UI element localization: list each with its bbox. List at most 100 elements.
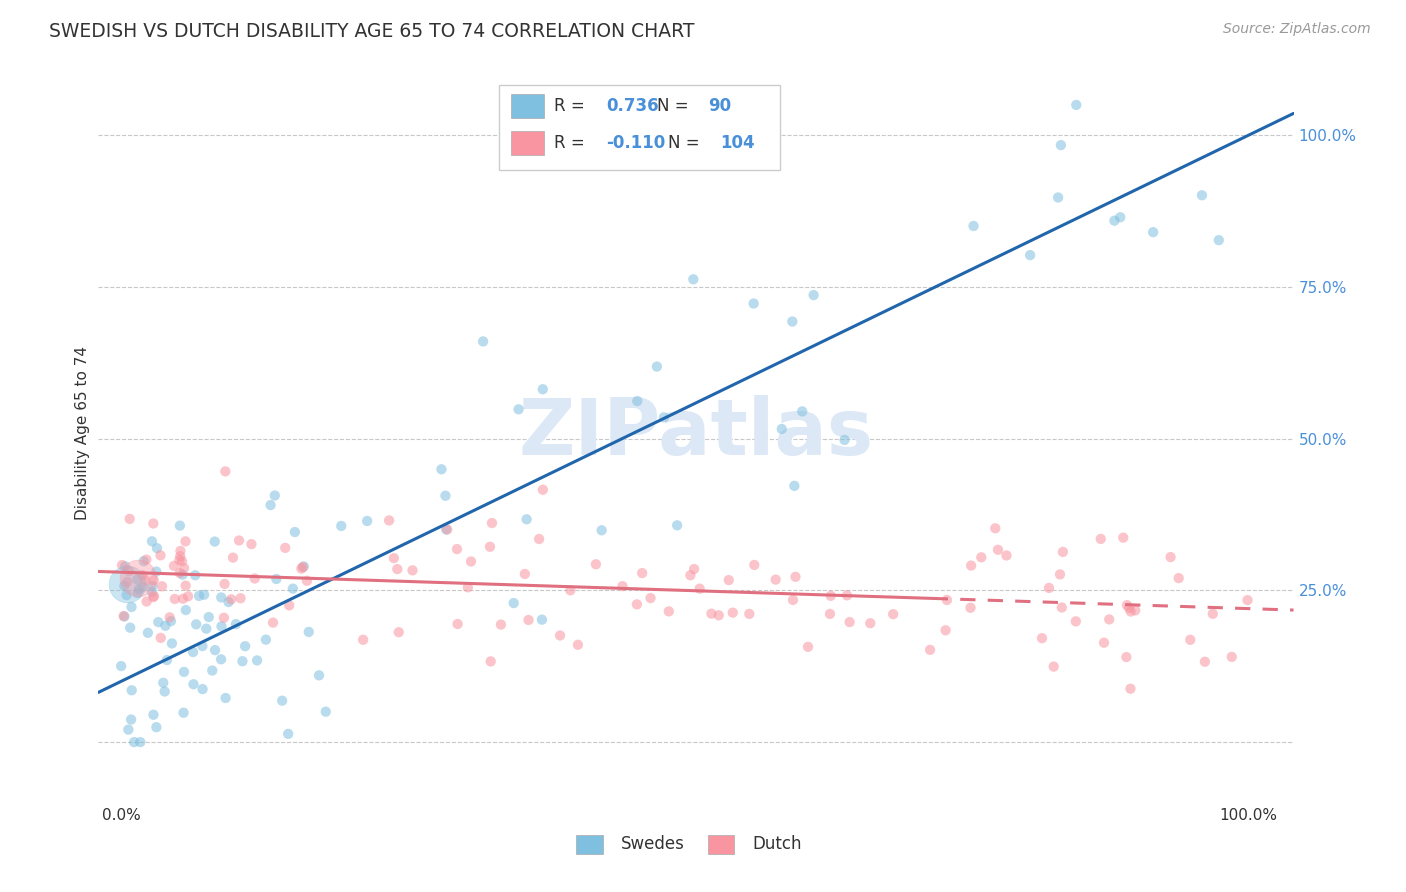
Point [508, 402, 530, 417]
Text: R =: R = [554, 134, 589, 153]
Text: Dutch: Dutch [752, 835, 801, 853]
Point [446, 542, 468, 557]
Point [193, 588, 215, 602]
Point [174, 534, 197, 549]
Point [513, 566, 536, 581]
Point [233, 639, 256, 653]
Point [214, 691, 236, 706]
Point [211, 619, 233, 633]
Point [214, 464, 236, 478]
Point [172, 567, 194, 582]
Y-axis label: Disability Age 65 to 74: Disability Age 65 to 74 [75, 345, 90, 520]
Point [308, 668, 330, 682]
Point [531, 382, 554, 396]
Point [1019, 248, 1042, 262]
Point [127, 586, 149, 600]
Point [159, 610, 181, 624]
Text: N =: N = [657, 97, 693, 115]
Point [1092, 636, 1115, 650]
Text: 104: 104 [720, 134, 755, 153]
Point [183, 677, 205, 691]
Point [489, 617, 512, 632]
Point [700, 607, 723, 621]
Point [382, 551, 405, 566]
FancyBboxPatch shape [510, 95, 544, 118]
Point [148, 615, 170, 629]
Point [820, 589, 842, 603]
Point [1194, 655, 1216, 669]
Point [173, 561, 195, 575]
Point [169, 566, 191, 580]
Point [430, 462, 453, 476]
FancyBboxPatch shape [709, 836, 734, 854]
Point [585, 558, 607, 572]
Point [169, 518, 191, 533]
Point [401, 563, 423, 577]
Point [472, 334, 495, 349]
Point [263, 489, 285, 503]
Point [803, 288, 825, 302]
Point [197, 610, 219, 624]
Point [1112, 531, 1135, 545]
Point [191, 682, 214, 697]
Point [112, 609, 135, 624]
Point [174, 579, 197, 593]
Point [1090, 532, 1112, 546]
Point [1050, 600, 1073, 615]
Point [111, 558, 134, 572]
Point [163, 591, 186, 606]
Point [959, 600, 981, 615]
Point [960, 558, 983, 573]
Point [219, 592, 242, 607]
Point [295, 574, 318, 588]
Point [502, 596, 524, 610]
Point [652, 410, 675, 425]
Point [184, 568, 207, 582]
Point [127, 573, 149, 587]
Point [1064, 98, 1087, 112]
Point [298, 624, 321, 639]
Point [112, 579, 135, 593]
Text: SWEDISH VS DUTCH DISABILITY AGE 65 TO 74 CORRELATION CHART: SWEDISH VS DUTCH DISABILITY AGE 65 TO 74… [49, 22, 695, 41]
Point [479, 654, 502, 668]
Point [115, 588, 138, 602]
Point [243, 572, 266, 586]
Point [818, 607, 841, 621]
Point [290, 561, 312, 575]
Point [1047, 190, 1070, 204]
Point [531, 483, 554, 497]
Point [1123, 603, 1146, 617]
Point [225, 617, 247, 632]
Point [277, 727, 299, 741]
Point [1042, 659, 1064, 673]
Point [281, 582, 304, 596]
Point [782, 314, 804, 328]
Point [457, 580, 479, 594]
Text: R =: R = [554, 97, 589, 115]
Point [142, 516, 165, 531]
Point [783, 479, 806, 493]
Point [765, 573, 787, 587]
Point [291, 560, 314, 574]
Point [936, 593, 959, 607]
Point [278, 599, 301, 613]
Point [222, 550, 245, 565]
Point [149, 631, 172, 645]
Point [683, 562, 706, 576]
Point [163, 558, 186, 573]
Point [378, 513, 401, 527]
Point [127, 571, 149, 585]
Point [640, 591, 662, 605]
Point [446, 617, 468, 632]
Point [434, 489, 457, 503]
Point [160, 614, 183, 628]
Point [689, 582, 711, 596]
Text: -0.110: -0.110 [606, 134, 665, 153]
Point [984, 521, 1007, 535]
Point [152, 675, 174, 690]
Point [122, 735, 145, 749]
Point [1052, 545, 1074, 559]
Text: ZIPatlas: ZIPatlas [519, 394, 873, 471]
Point [174, 603, 197, 617]
Point [835, 588, 858, 602]
